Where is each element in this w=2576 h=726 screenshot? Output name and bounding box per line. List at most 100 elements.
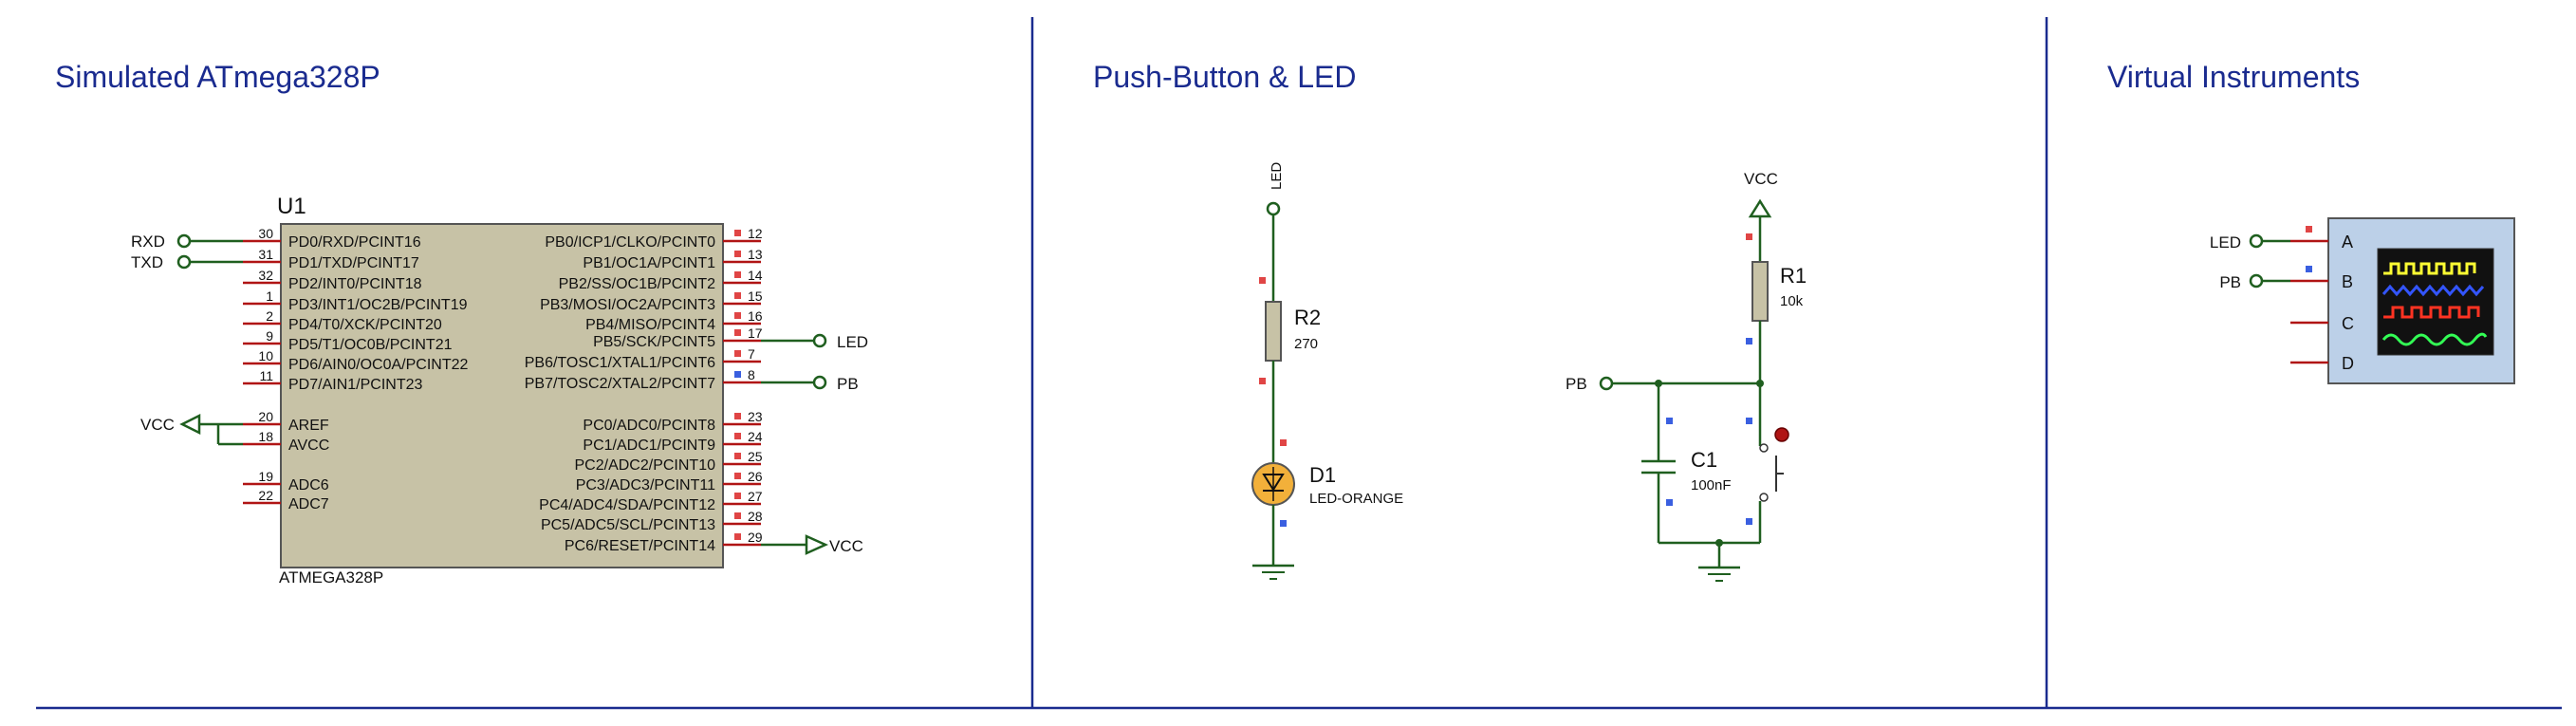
btn-marker-2 xyxy=(1746,338,1752,344)
pin-state-marker xyxy=(734,413,741,419)
c1-capacitor[interactable] xyxy=(1641,461,1676,473)
pin-label: AVCC xyxy=(288,437,329,454)
scope-channel-letter: B xyxy=(2342,272,2353,291)
pin-number: 16 xyxy=(748,308,763,324)
r2-body[interactable] xyxy=(1266,302,1281,361)
c1-ref: C1 xyxy=(1691,448,1717,472)
mcu-led-label: LED xyxy=(837,333,868,351)
d1-value: LED-ORANGE xyxy=(1309,491,1403,507)
pin-label: PD7/AIN1/PCINT23 xyxy=(288,377,422,393)
btn-marker-1 xyxy=(1746,233,1752,240)
led-terminal-label: LED xyxy=(1269,162,1285,190)
pin-label: PC4/ADC4/SDA/PCINT12 xyxy=(539,497,715,513)
btn-marker-6 xyxy=(1746,518,1752,525)
pin-number: 32 xyxy=(258,268,273,283)
pin-label: PB2/SS/OC1B/PCINT2 xyxy=(559,276,715,292)
pin-number: 25 xyxy=(748,449,763,464)
btn-pb-terminal[interactable]: PB xyxy=(1566,375,1612,393)
oscilloscope[interactable]: A LED B PB C D xyxy=(2210,218,2514,383)
pin-number: 24 xyxy=(748,429,763,444)
scope-channel[interactable]: D xyxy=(2290,354,2354,373)
led-terminal-node[interactable] xyxy=(1268,203,1279,214)
pin-number: 2 xyxy=(266,308,273,324)
vcc-left-terminal[interactable]: VCC xyxy=(140,416,243,444)
mcu-led-terminal[interactable]: LED xyxy=(761,333,868,351)
mcu-u1[interactable]: U1 ATMEGA328P 30 PD0/RXD/PCINT16 31 PD1/TXD… xyxy=(243,194,763,586)
pin-label: PD1/TXD/PCINT17 xyxy=(288,255,419,271)
mcu-pb-terminal[interactable]: PB xyxy=(761,375,859,393)
scope-terminal-node xyxy=(2251,275,2262,287)
btn-marker-4 xyxy=(1666,499,1673,506)
pin-state-marker xyxy=(734,371,741,378)
btn-marker-3 xyxy=(1666,418,1673,424)
c1-value: 100nF xyxy=(1691,477,1732,493)
push-button-actuator-icon[interactable] xyxy=(1775,428,1788,441)
mcu-part: ATMEGA328P xyxy=(279,568,383,586)
mcu-vcc-right-terminal[interactable]: VCC xyxy=(761,536,863,555)
pin-state-marker xyxy=(734,312,741,319)
scope-signal-label: LED xyxy=(2210,233,2241,251)
pin-label: PB1/OC1A/PCINT1 xyxy=(583,255,715,271)
btn-vcc-arrow xyxy=(1751,201,1770,216)
r2-value: 270 xyxy=(1294,336,1318,352)
mcu-pb-label: PB xyxy=(837,375,859,393)
r1-body[interactable] xyxy=(1752,262,1768,321)
pin-number: 20 xyxy=(258,409,273,424)
pin-state-marker xyxy=(734,230,741,236)
pin-label: PC5/ADC5/SCL/PCINT13 xyxy=(541,517,715,533)
pin-label: PB0/ICP1/CLKO/PCINT0 xyxy=(545,234,715,251)
vcc-left-arrow xyxy=(182,416,199,433)
pin-label: PD5/T1/OC0B/PCINT21 xyxy=(288,337,453,353)
pin-label: PB3/MOSI/OC2A/PCINT3 xyxy=(540,297,715,313)
section-title-mcu: Simulated ATmega328P xyxy=(55,60,380,94)
pin-number: 15 xyxy=(748,289,763,304)
pin-state-marker xyxy=(734,292,741,299)
led-ground-icon xyxy=(1252,566,1294,579)
led-marker-2 xyxy=(1259,378,1266,384)
pin-label: PB6/TOSC1/XTAL1/PCINT6 xyxy=(525,355,715,371)
pin-number: 10 xyxy=(258,348,273,363)
pin-state-marker xyxy=(734,251,741,257)
pin-state-marker xyxy=(734,473,741,479)
pin-number: 1 xyxy=(266,289,273,304)
pin-number: 26 xyxy=(748,469,763,484)
txd-terminal[interactable]: TXD xyxy=(131,253,243,271)
scope-state-marker xyxy=(2306,266,2312,272)
btn-vcc-label: VCC xyxy=(1744,170,1778,188)
pin-label: PD0/RXD/PCINT16 xyxy=(288,234,421,251)
btn-pb-label: PB xyxy=(1566,375,1587,393)
pin-label: PD4/T0/XCK/PCINT20 xyxy=(288,317,442,333)
pin-number: 12 xyxy=(748,226,763,241)
pin-label: PC2/ADC2/PCINT10 xyxy=(575,457,716,474)
rxd-terminal-node xyxy=(178,235,190,247)
d1-led[interactable] xyxy=(1252,463,1294,505)
pin-label: PD3/INT1/OC2B/PCINT19 xyxy=(288,297,468,313)
button-circuit: VCC R1 10k PB C1 100nF xyxy=(1566,170,1807,581)
mcu-led-terminal-node xyxy=(814,335,825,346)
rxd-terminal[interactable]: RXD xyxy=(131,233,243,251)
push-button[interactable] xyxy=(1760,428,1788,501)
pin-label: PC0/ADC0/PCINT8 xyxy=(583,418,715,434)
pin-label: PD2/INT0/PCINT18 xyxy=(288,276,422,292)
pin-label: ADC6 xyxy=(288,477,329,493)
pin-number: 17 xyxy=(748,326,763,341)
pin-label: PB5/SCK/PCINT5 xyxy=(593,334,715,350)
pin-state-marker xyxy=(734,329,741,336)
pin-label: PC3/ADC3/PCINT11 xyxy=(576,477,715,493)
pin-label: PC6/RESET/PCINT14 xyxy=(565,538,715,554)
led-marker-1 xyxy=(1259,277,1266,284)
btn-pb-terminal-node xyxy=(1601,378,1612,389)
pin-label: PB7/TOSC2/XTAL2/PCINT7 xyxy=(525,376,715,392)
pin-state-marker xyxy=(734,453,741,459)
pin-number: 9 xyxy=(266,328,273,344)
scope-channel[interactable]: C xyxy=(2290,314,2354,333)
pin-number: 22 xyxy=(258,488,273,503)
pin-state-marker xyxy=(734,433,741,439)
d1-ref: D1 xyxy=(1309,463,1336,487)
pin-number: 11 xyxy=(259,368,273,383)
r2-ref: R2 xyxy=(1294,306,1321,329)
section-title-button-led: Push-Button & LED xyxy=(1093,60,1356,94)
pin-label: PB4/MISO/PCINT4 xyxy=(585,317,715,333)
